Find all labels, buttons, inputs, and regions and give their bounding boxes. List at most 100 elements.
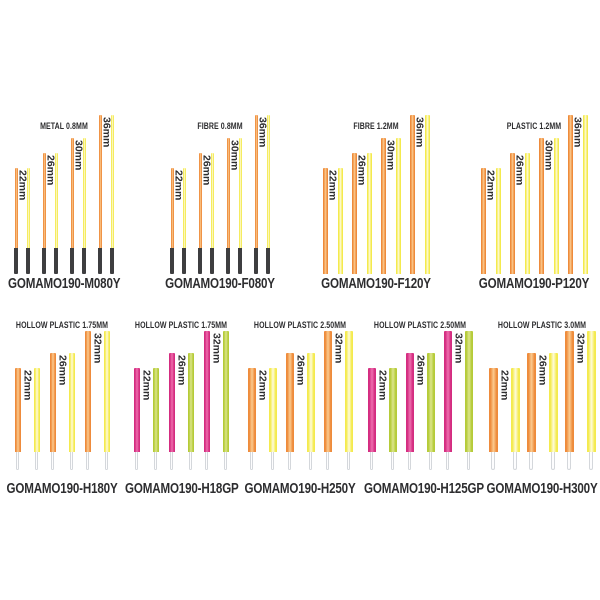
size-label: 30mm: [384, 139, 397, 170]
size-label: 26mm: [175, 355, 188, 386]
rod-bar-orange: [254, 114, 258, 248]
rod-tip-clear: [105, 452, 108, 470]
rod-bar-pink: [168, 353, 175, 452]
rod-bar-yellow: [524, 152, 530, 274]
rod-bar-orange: [323, 331, 332, 452]
product-title: FIBRE 1.2MM: [353, 121, 399, 131]
size-label: 36mm: [256, 116, 269, 148]
rod-bar-yellow: [424, 114, 430, 274]
rod-bar-orange: [526, 353, 536, 452]
size-label: 26mm: [414, 355, 427, 386]
rod-bar-yellow: [182, 168, 186, 248]
rod-bar-orange: [42, 152, 46, 248]
rod-bar-yellow: [344, 331, 353, 452]
rod-tip-clear: [35, 452, 38, 470]
rod-tip-clear: [370, 452, 373, 470]
rod-bar-yellow: [68, 353, 75, 452]
rod-tip-clear: [551, 452, 555, 470]
rod-tip-black: [14, 248, 18, 274]
size-label: 26mm: [536, 355, 549, 386]
size-label: 22mm: [256, 370, 269, 401]
size-label: 22mm: [498, 370, 511, 401]
size-label: 22mm: [140, 370, 153, 401]
rod-tip-clear: [70, 452, 73, 470]
product-title: HOLLOW PLASTIC 1.75MM: [15, 320, 109, 330]
size-label: 22mm: [16, 170, 29, 201]
rod-bar-green: [388, 368, 397, 452]
rod-bar-orange: [98, 114, 102, 248]
rod-bar-orange: [14, 368, 21, 452]
rod-bar-yellow: [586, 331, 596, 452]
rod-bar-orange: [198, 152, 202, 248]
rod-tip-clear: [271, 452, 274, 470]
rod-tip-clear: [170, 452, 173, 470]
rod-tip-clear: [309, 452, 312, 470]
product-title: HOLLOW PLASTIC 2.50MM: [253, 320, 347, 330]
rod-tip-black: [98, 248, 102, 274]
rod-bar-green: [464, 331, 473, 452]
size-label: 32mm: [452, 333, 465, 364]
rod-bar-yellow: [54, 152, 58, 248]
rod-bar-orange: [564, 331, 574, 452]
rod-bar-pink: [405, 353, 414, 452]
rod-bar-orange: [538, 137, 544, 274]
rod-bar-orange: [409, 114, 415, 274]
rod-bar-pink: [203, 331, 210, 452]
rod-bar-green: [426, 353, 435, 452]
rod-tip-clear: [205, 452, 208, 470]
rod-bar-yellow: [366, 152, 372, 274]
rod-bar-orange: [226, 137, 230, 248]
rod-tip-black: [26, 248, 30, 274]
product-code: GOMAMO190-F080Y: [165, 276, 275, 292]
rod-bar-orange: [488, 368, 498, 452]
rod-tip-clear: [250, 452, 253, 470]
rod-bar-yellow: [395, 137, 401, 274]
rod-bar-pink: [367, 368, 376, 452]
size-label: 36mm: [100, 116, 113, 148]
size-label: 26mm: [44, 154, 57, 186]
size-label: 26mm: [355, 154, 368, 186]
rod-bar-orange: [14, 168, 18, 248]
product-group: FIBRE 1.2MM 22mm 26mm 30mm 36mm GOMAMO190-F12…: [306, 110, 446, 300]
product-group: HOLLOW PLASTIC 2.50MM 22mm 26mm 32mm GOMAMO1…: [350, 315, 490, 505]
rod-tip-black: [254, 248, 258, 274]
rod-tip-clear: [513, 452, 517, 470]
rod-bar-yellow: [210, 152, 214, 248]
rod-bar-orange: [509, 152, 515, 274]
rod-bar-yellow: [548, 353, 558, 452]
rod-bar-orange: [285, 353, 294, 452]
product-group: FIBRE 0.8MM 22mm 26mm 30mm 36mm GOMAMO190-F08…: [150, 110, 290, 300]
rod-tip-black: [266, 248, 270, 274]
product-group: HOLLOW PLASTIC 1.75MM 22mm 26mm 32mm GOMAMO1…: [111, 315, 251, 505]
product-row: METAL 0.8MM 22mm 26mm 30mm 36mm GOMAMO190-M08…: [0, 110, 600, 300]
product-code: GOMAMO190-M080Y: [8, 276, 121, 292]
rod-bar-yellow: [110, 114, 114, 248]
rod-tip-clear: [529, 452, 533, 470]
rod-tip-clear: [429, 452, 432, 470]
product-title: PLASTIC 1.2MM: [506, 121, 562, 131]
rod-tip-black: [198, 248, 202, 274]
rod-tip-black: [210, 248, 214, 274]
rod-bar-orange: [49, 353, 56, 452]
rod-tip-clear: [589, 452, 593, 470]
product-title: FIBRE 0.8MM: [197, 121, 243, 131]
rod-tip-black: [182, 248, 186, 274]
rod-tip-clear: [567, 452, 571, 470]
rod-bar-orange: [380, 137, 386, 274]
rod-tip-clear: [135, 452, 138, 470]
rod-tip-black: [70, 248, 74, 274]
product-title: HOLLOW PLASTIC 3.0MM: [497, 320, 587, 330]
rod-tip-clear: [16, 452, 19, 470]
product-title: HOLLOW PLASTIC 1.75MM: [134, 320, 228, 330]
product-group: METAL 0.8MM 22mm 26mm 30mm 36mm GOMAMO190-M08…: [0, 110, 134, 300]
size-label: 36mm: [571, 116, 584, 148]
rod-bar-orange: [70, 137, 74, 248]
rod-bar-orange: [247, 368, 256, 452]
size-label: 22mm: [326, 170, 339, 201]
rod-bar-yellow: [33, 368, 40, 452]
rod-bar-green: [222, 331, 229, 452]
product-title: HOLLOW PLASTIC 2.50MM: [373, 320, 467, 330]
size-label: 32mm: [210, 333, 223, 364]
size-label: 22mm: [21, 370, 34, 401]
size-label: 22mm: [484, 170, 497, 201]
